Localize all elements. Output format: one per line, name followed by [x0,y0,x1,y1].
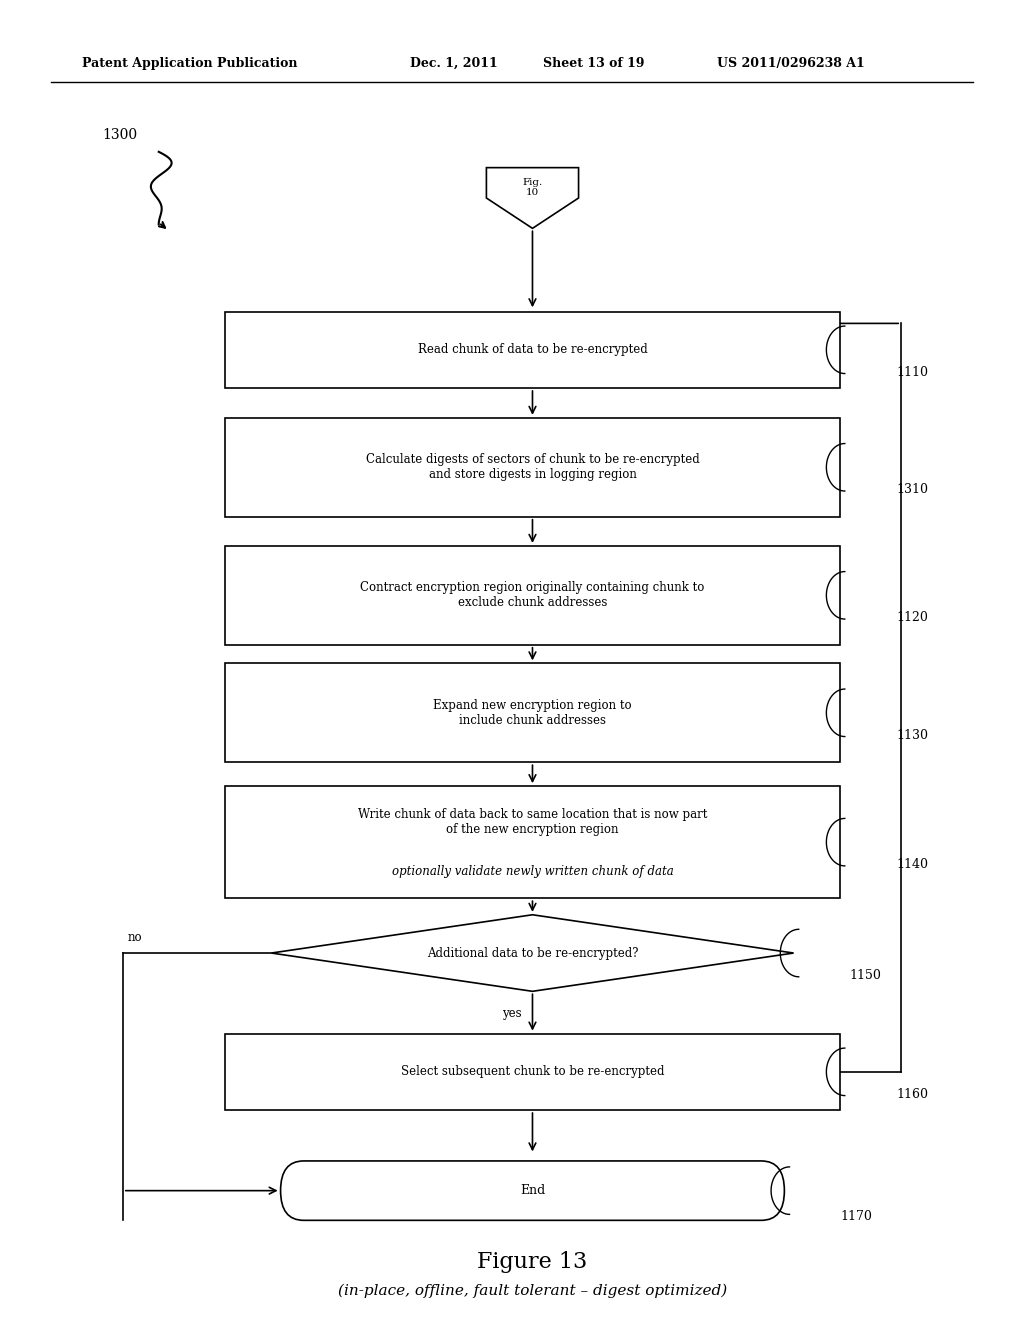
Text: 1130: 1130 [896,729,928,742]
FancyBboxPatch shape [225,785,840,898]
Text: 1140: 1140 [896,858,928,871]
Polygon shape [271,915,794,991]
FancyBboxPatch shape [225,1034,840,1110]
FancyBboxPatch shape [225,312,840,388]
Text: Fig.
10: Fig. 10 [522,178,543,197]
Text: 1110: 1110 [896,366,928,379]
Text: End: End [520,1184,545,1197]
Text: 1150: 1150 [850,969,882,982]
Text: Calculate digests of sectors of chunk to be re-encrypted
and store digests in lo: Calculate digests of sectors of chunk to… [366,453,699,482]
Text: US 2011/0296238 A1: US 2011/0296238 A1 [717,57,864,70]
FancyBboxPatch shape [281,1162,784,1220]
Text: Figure 13: Figure 13 [477,1251,588,1272]
Text: (in-place, offline, fault tolerant – digest optimized): (in-place, offline, fault tolerant – dig… [338,1284,727,1298]
Text: 1300: 1300 [102,128,137,141]
Text: optionally validate newly written chunk of data: optionally validate newly written chunk … [391,865,674,878]
Text: no: no [128,931,142,944]
FancyBboxPatch shape [225,417,840,516]
Text: 1120: 1120 [896,611,928,624]
Text: 1170: 1170 [841,1210,872,1224]
Text: Contract encryption region originally containing chunk to
exclude chunk addresse: Contract encryption region originally co… [360,581,705,610]
Text: Expand new encryption region to
include chunk addresses: Expand new encryption region to include … [433,698,632,727]
Text: 1310: 1310 [896,483,928,496]
Text: Patent Application Publication: Patent Application Publication [82,57,297,70]
FancyBboxPatch shape [225,546,840,644]
Text: Write chunk of data back to same location that is now part
of the new encryption: Write chunk of data back to same locatio… [357,808,708,837]
Text: Sheet 13 of 19: Sheet 13 of 19 [543,57,644,70]
Text: Additional data to be re-encrypted?: Additional data to be re-encrypted? [427,946,638,960]
Text: 1160: 1160 [896,1088,928,1101]
Polygon shape [486,168,579,228]
Text: Dec. 1, 2011: Dec. 1, 2011 [410,57,498,70]
FancyBboxPatch shape [225,663,840,762]
Text: yes: yes [502,1007,522,1020]
Text: Read chunk of data to be re-encrypted: Read chunk of data to be re-encrypted [418,343,647,356]
Text: Select subsequent chunk to be re-encrypted: Select subsequent chunk to be re-encrypt… [400,1065,665,1078]
